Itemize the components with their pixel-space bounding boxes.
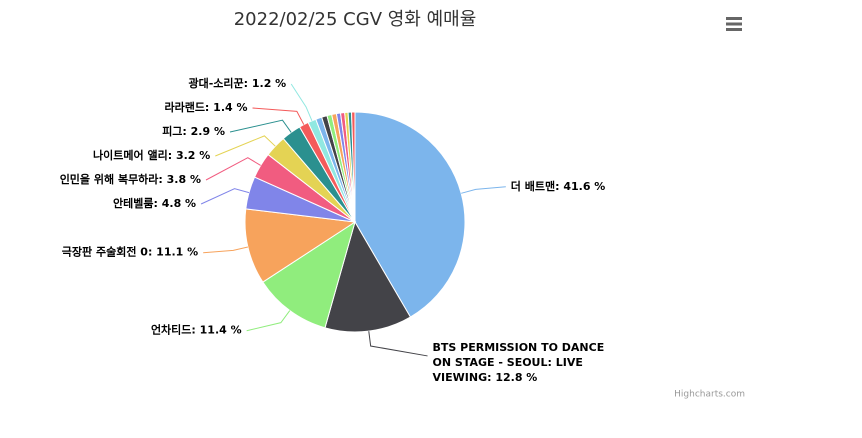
data-label: 더 배트맨: 41.6 % [511,179,606,193]
data-label: 피그: 2.9 % [162,124,225,138]
connector [205,157,261,181]
data-label: BTS PERMISSION TO DANCE ON STAGE - SEOUL:… [433,341,605,384]
connector [461,186,506,194]
connector [229,119,292,133]
connector [200,188,250,205]
credits[interactable]: Highcharts.com [674,390,745,400]
pie-slice [324,220,412,333]
menu-button[interactable] [720,12,748,36]
chart-title: 2022/02/25 CGV 영화 예매율 [234,9,477,30]
data-label: 광대-소리꾼: 1.2 % [188,76,286,90]
data-label: 극장판 주술회전 0: 11.1 % [62,245,198,259]
data-label: 라라랜드: 1.4 % [164,100,247,114]
connector [368,331,428,357]
pie-slice [262,220,356,329]
pie-slice [244,208,357,283]
connector [203,246,248,254]
data-label: 안테벨룸: 4.8 % [113,196,196,210]
pie-slice [351,111,356,223]
connector [215,135,276,157]
data-label: 인민을 위해 복무하라: 3.8 % [60,172,201,186]
connector [252,107,305,125]
data-label: 언차티드: 11.4 % [151,323,242,337]
connector [290,83,313,121]
connector [246,310,291,332]
pie-slice [354,111,466,318]
data-label: 나이트메어 앨리: 3.2 % [93,148,210,162]
